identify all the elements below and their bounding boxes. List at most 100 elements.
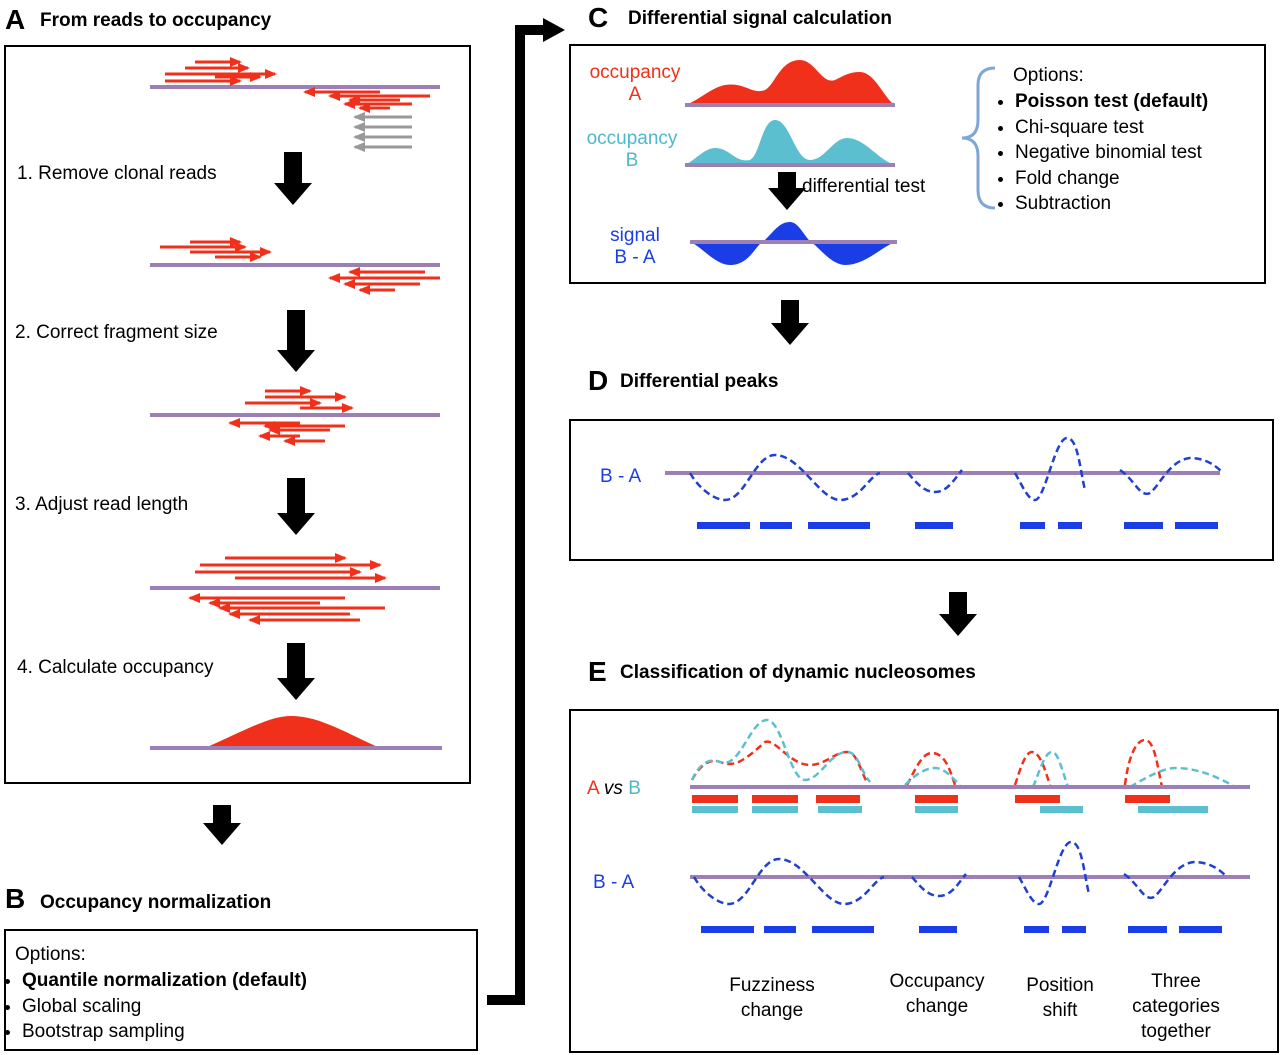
panel-title: Classification of dynamic nucleosomes bbox=[620, 662, 976, 683]
peak-bar-a bbox=[915, 795, 958, 803]
peak-bar bbox=[1124, 522, 1163, 529]
flow-arrow bbox=[277, 643, 315, 700]
flow-arrow bbox=[203, 805, 241, 845]
peak-bar bbox=[1062, 926, 1086, 933]
label-line: together bbox=[1141, 1021, 1211, 1042]
shapes bbox=[150, 18, 1250, 1005]
category-label: Three categories together bbox=[1116, 969, 1236, 1044]
panel-letter: C bbox=[588, 2, 609, 33]
category-label: Occupancy change bbox=[867, 969, 1007, 1019]
label-line: Position bbox=[1026, 975, 1094, 996]
category-label: Position shift bbox=[1000, 973, 1120, 1023]
label-vs: vs bbox=[603, 778, 623, 799]
flow-arrow bbox=[771, 300, 809, 345]
peak-bar bbox=[808, 522, 870, 529]
option: Negative binomial test bbox=[1015, 140, 1208, 166]
peak-bar bbox=[812, 926, 874, 933]
option: Subtraction bbox=[1015, 191, 1208, 217]
step-label: 4. Calculate occupancy bbox=[17, 657, 214, 678]
label-line: occupancy bbox=[586, 128, 678, 149]
panel-b-box bbox=[4, 929, 478, 1051]
step-label: 3. Adjust read length bbox=[15, 494, 189, 515]
label-line: change bbox=[740, 1000, 804, 1021]
option: Bootstrap sampling bbox=[22, 1019, 307, 1045]
occupancy-hump bbox=[205, 716, 380, 748]
step-label: 2. Correct fragment size bbox=[15, 322, 218, 343]
label-line: Fuzziness bbox=[729, 975, 815, 996]
peak-bar-b bbox=[752, 806, 798, 813]
track-label: occupancy A bbox=[580, 62, 690, 106]
flow-arrow bbox=[277, 310, 315, 372]
category-label: Fuzziness change bbox=[702, 973, 842, 1023]
label-a: A bbox=[587, 778, 599, 799]
label-line: categories bbox=[1132, 996, 1220, 1017]
peak-bar bbox=[915, 522, 953, 529]
occupancy-b bbox=[685, 120, 895, 165]
label-b: B bbox=[628, 778, 641, 799]
peak-bar bbox=[1175, 522, 1218, 529]
row-label: B - A bbox=[593, 872, 635, 893]
signal bbox=[690, 222, 895, 265]
flow-arrow bbox=[768, 172, 806, 210]
peak-bar bbox=[1058, 522, 1082, 529]
label-line: occupancy bbox=[589, 62, 681, 83]
peak-bar-a bbox=[1015, 795, 1060, 803]
panel-letter: D bbox=[588, 365, 609, 396]
step-label: 1. Remove clonal reads bbox=[17, 163, 217, 184]
peak-bar bbox=[1020, 522, 1045, 529]
panel-c-box bbox=[569, 44, 1266, 284]
label-line: Three bbox=[1151, 971, 1201, 992]
label-line: change bbox=[905, 996, 969, 1017]
occupancy-a bbox=[685, 60, 895, 105]
peak-bar bbox=[764, 926, 796, 933]
peak-bar bbox=[697, 522, 750, 529]
peak-bar-a bbox=[692, 795, 738, 803]
panel-title: From reads to occupancy bbox=[40, 10, 272, 31]
peak-bar bbox=[1128, 926, 1167, 933]
option: Global scaling bbox=[22, 994, 307, 1020]
option: Quantile normalization (default) bbox=[22, 968, 307, 994]
panel-a-box bbox=[4, 45, 471, 784]
panel-title: Differential peaks bbox=[620, 371, 779, 392]
curve-b bbox=[690, 718, 1236, 789]
options-heading: Options: bbox=[1013, 65, 1084, 86]
options-list: Quantile normalization (default) Global … bbox=[0, 968, 307, 1045]
label-line: B - A bbox=[614, 247, 656, 268]
flow-arrow bbox=[277, 478, 315, 535]
flow-arrow bbox=[939, 592, 977, 636]
panel-boxes bbox=[4, 44, 1279, 1053]
label-line: signal bbox=[610, 225, 660, 246]
peak-bar-b bbox=[818, 806, 862, 813]
label-line: shift bbox=[1042, 1000, 1078, 1021]
track-label: signal B - A bbox=[585, 225, 685, 269]
label-line: A bbox=[628, 84, 642, 105]
connector bbox=[487, 25, 545, 1005]
panel-letter: B bbox=[5, 883, 26, 914]
flow-arrow bbox=[274, 152, 312, 205]
option: Fold change bbox=[1015, 166, 1208, 192]
peak-bar-b bbox=[1138, 806, 1208, 813]
option: Chi-square test bbox=[1015, 115, 1208, 141]
curve-a bbox=[690, 738, 1164, 788]
peak-bar-b bbox=[915, 806, 958, 813]
peak-bar-b bbox=[1040, 806, 1083, 813]
options-list: Poisson test (default) Chi-square test N… bbox=[993, 89, 1208, 217]
connector-head bbox=[543, 18, 565, 42]
difference-curve bbox=[688, 436, 1223, 502]
peak-bar-a bbox=[752, 795, 798, 803]
peak-bar-a bbox=[1125, 795, 1170, 803]
peak-bar bbox=[760, 522, 792, 529]
peak-bar bbox=[701, 926, 754, 933]
options-heading: Options: bbox=[15, 944, 86, 965]
track-label: occupancy B bbox=[577, 128, 687, 172]
label-line: Occupancy bbox=[889, 971, 985, 992]
label-line: B bbox=[625, 150, 639, 171]
panel-d-box bbox=[569, 419, 1274, 561]
peak-bar-a bbox=[816, 795, 860, 803]
brace bbox=[961, 66, 996, 210]
peak-bar bbox=[919, 926, 957, 933]
panel-letter: E bbox=[588, 656, 607, 687]
peak-bar bbox=[1179, 926, 1222, 933]
